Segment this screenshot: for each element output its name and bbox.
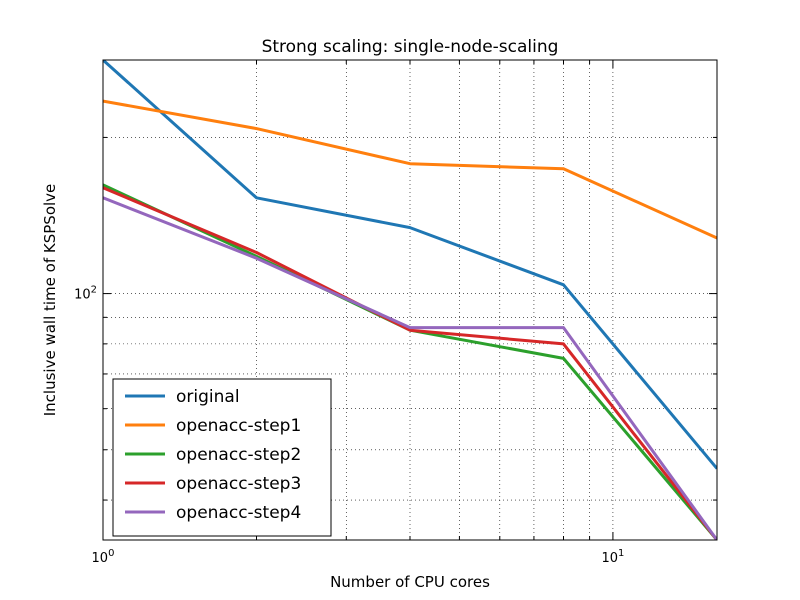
chart-title: Strong scaling: single-node-scaling [262, 37, 559, 57]
legend-label: openacc-step2 [176, 445, 301, 465]
legend-label: original [176, 387, 240, 407]
legend-label: openacc-step4 [176, 503, 301, 523]
y-axis-label: Inclusive wall time of KSPSolve [41, 184, 59, 417]
x-tick-label: 101 [601, 548, 624, 566]
series-line-openacc-step4 [103, 196, 717, 540]
legend: original openacc-step1 openacc-step2 openac… [112, 378, 332, 537]
series-line-original [103, 60, 717, 470]
x-axis-label: Number of CPU cores [330, 573, 490, 591]
legend-label: openacc-step1 [176, 416, 301, 436]
ticks: 100 101 102 [74, 60, 717, 566]
series-lines [103, 60, 717, 540]
legend-box [112, 378, 332, 537]
series-line-openacc-step1 [103, 99, 717, 240]
x-tick-label: 100 [92, 548, 115, 566]
series-line-openacc-step3 [103, 186, 717, 540]
y-tick-label: 102 [74, 285, 97, 303]
legend-label: openacc-step3 [176, 474, 301, 494]
